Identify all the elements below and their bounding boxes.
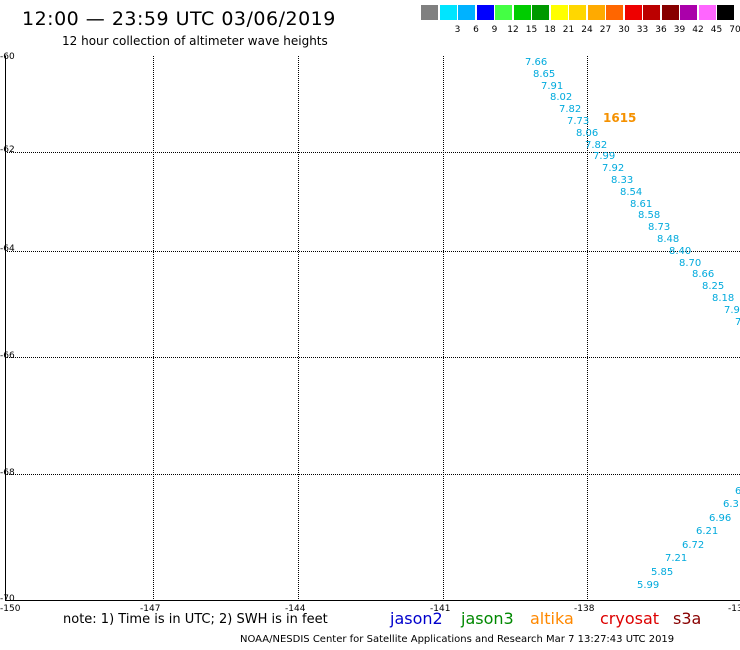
scale-label: 42 (692, 25, 704, 35)
wave-height-value: 7 (735, 316, 740, 328)
wave-height-value: 7.99 (593, 151, 616, 163)
wave-height-value: 8.65 (533, 68, 556, 80)
scale-swatch (439, 5, 457, 20)
scale-swatch (698, 5, 716, 20)
latitude-label: -66 (0, 351, 15, 361)
wave-height-value: 7.82 (559, 104, 582, 116)
scale-label: 18 (544, 25, 556, 35)
scale-swatch (587, 5, 605, 20)
scale-label: 33 (636, 25, 649, 35)
latitude-label: -64 (0, 244, 15, 254)
wave-height-value: 7.82 (585, 139, 608, 151)
scale-label: 15 (525, 25, 538, 35)
wave-height-value: 8.73 (648, 222, 671, 234)
wave-height-value: 6 (735, 486, 740, 497)
meridian-line (298, 56, 299, 601)
scale-swatch (643, 5, 660, 20)
wave-height-value: 8.02 (550, 92, 573, 104)
latitude-label: -68 (0, 468, 15, 478)
scale-label: 36 (655, 25, 667, 35)
wave-height-value: 5.99 (637, 580, 660, 591)
scale-unit-label: (ft) (735, 25, 740, 35)
scale-swatch (717, 5, 734, 20)
wave-height-value: 6.21 (696, 526, 719, 537)
wave-height-value: 8.66 (692, 269, 715, 281)
scale-label: 12 (507, 25, 519, 35)
parallel-line (5, 357, 740, 358)
satellite-jason2-label: jason2 (390, 609, 443, 628)
satellite-cryosat-label: cryosat (600, 609, 660, 628)
latitude-label: -70 (0, 594, 15, 604)
longitude-label: -138 (574, 604, 595, 614)
scale-swatch (661, 5, 679, 20)
wave-height-value: 8.33 (611, 175, 634, 186)
wave-height-value: 8.40 (669, 245, 692, 257)
wave-height-value: 8.54 (620, 186, 643, 198)
scale-label: 27 (599, 25, 612, 35)
wave-height-value: 6.96 (709, 513, 732, 524)
parallel-line (5, 251, 740, 252)
wave-height-value: 7.66 (525, 57, 548, 68)
meridian-line (587, 56, 588, 601)
meridian-line (153, 56, 154, 601)
wave-height-value: 7.73 (567, 116, 590, 127)
map-title: 12:00 — 23:59 UTC 03/06/2019 (22, 8, 336, 30)
scale-label: 70 (729, 25, 740, 35)
scale-swatch (606, 5, 623, 20)
footer-credit: NOAA/NESDIS Center for Satellite Applica… (240, 634, 675, 645)
latitude-label: -62 (0, 145, 15, 155)
scale-swatch (624, 5, 642, 20)
scale-swatch (458, 5, 475, 20)
wave-height-value: 6.72 (682, 540, 705, 551)
scale-label: 30 (618, 25, 630, 35)
wave-height-value: 8.61 (630, 198, 653, 210)
longitude-label: -150 (0, 604, 21, 614)
units-note: note: 1) Time is in UTC; 2) SWH is in fe… (63, 612, 328, 627)
scale-swatch (495, 5, 512, 20)
scale-swatch (513, 5, 531, 20)
scale-swatch (680, 5, 697, 20)
scale-swatch (476, 5, 494, 20)
scale-label: 21 (562, 25, 575, 35)
longitude-label: -147 (140, 604, 161, 614)
longitude-label: -13 (728, 604, 740, 614)
scale-label: 6 (473, 25, 479, 35)
satellite-s3a-label: s3a (673, 609, 702, 628)
scale-label: 45 (710, 25, 723, 35)
wave-height-value: 7.21 (665, 553, 688, 564)
wave-height-value: 8.58 (638, 210, 661, 222)
wave-height-value: 6.3 (723, 499, 739, 510)
scale-label: 39 (673, 25, 686, 35)
wave-height-value: 7.9 (724, 304, 740, 316)
scale-swatch (421, 5, 438, 20)
parallel-line (5, 474, 740, 475)
wave-height-value: 8.70 (679, 257, 702, 269)
scale-label: 3 (454, 25, 461, 35)
longitude-label: -144 (285, 604, 306, 614)
latitude-label: -60 (0, 52, 15, 62)
longitude-label: -141 (430, 604, 451, 614)
scale-swatch (532, 5, 549, 20)
wave-height-value: 8.18 (712, 293, 735, 304)
map-subtitle: 12 hour collection of altimeter wave hei… (62, 34, 328, 48)
wave-height-value: 8.48 (657, 234, 680, 245)
wave-height-value: 7.92 (602, 163, 625, 175)
satellite-jason3-label: jason3 (461, 609, 514, 628)
scale-label: 24 (581, 25, 593, 35)
map-frame (5, 56, 740, 601)
parallel-line (5, 152, 740, 153)
wave-height-value: 7.91 (541, 80, 564, 92)
wave-height-value: 5.85 (651, 567, 674, 578)
meridian-line (443, 56, 444, 601)
satellite-altika-label: altika (530, 609, 574, 628)
scale-swatch (550, 5, 568, 20)
scale-label: 9 (491, 25, 498, 35)
wave-height-value: 8.25 (702, 281, 725, 293)
pass-time-label: 1615 (603, 111, 637, 125)
wave-height-value: 8.06 (576, 127, 599, 139)
scale-swatch (569, 5, 586, 20)
